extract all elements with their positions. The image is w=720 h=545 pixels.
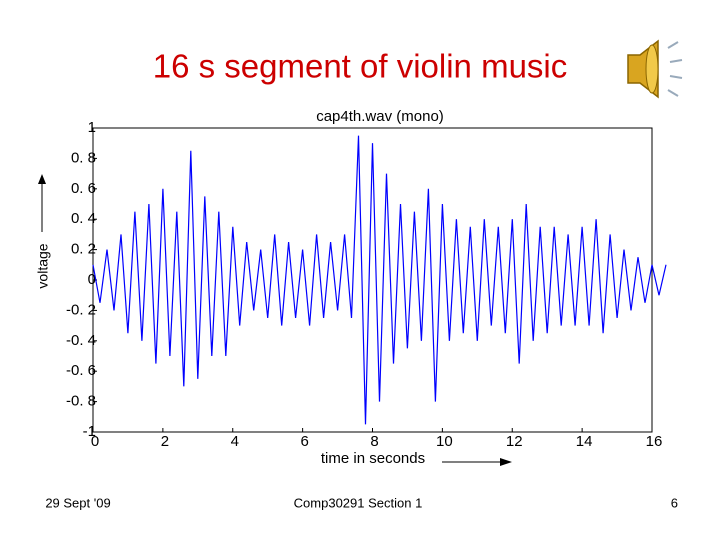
y-tick-label: 0. 6 (71, 180, 96, 197)
x-tick-label: 12 (506, 433, 523, 450)
x-tick-label: 10 (436, 433, 453, 450)
y-tick-label: 0. 8 (71, 149, 96, 166)
x-label-group: time in seconds (321, 450, 512, 467)
y-tick-label: -1 (83, 423, 96, 440)
footer-course: Comp30291 Section 1 (294, 495, 423, 510)
x-tick-label: 6 (300, 433, 308, 450)
arrowhead (500, 458, 512, 466)
x-tick-label: 2 (161, 433, 169, 450)
y-tick-label: -0. 4 (66, 332, 96, 349)
x-tick-label: 0 (91, 433, 99, 450)
page-number: 6 (671, 495, 678, 510)
x-tick-label: 4 (231, 433, 239, 450)
x-tick-label: 14 (576, 433, 593, 450)
y-tick-label: 0. 4 (71, 210, 96, 227)
y-tick-label: -0. 2 (66, 301, 96, 318)
y-tick-label: -0. 8 (66, 393, 96, 410)
x-tick-label: 16 (646, 433, 663, 450)
slide-title: 16 s segment of violin music (153, 48, 568, 85)
y-tick-label: -0. 6 (66, 362, 96, 379)
speaker-icon (627, 39, 683, 99)
y-label-group: voltage (35, 174, 51, 289)
waveform (92, 135, 667, 425)
y-tick-label: 0 (88, 271, 96, 288)
y-axis-label: voltage (35, 243, 51, 288)
y-tick-label: 0. 2 (71, 241, 96, 258)
arrowhead (38, 174, 46, 184)
y-tick-label: 1 (88, 119, 96, 136)
footer-date: 29 Sept '09 (45, 495, 110, 510)
chart-title: cap4th.wav (mono) (316, 108, 444, 125)
x-axis-label: time in seconds (321, 450, 425, 467)
x-tick-label: 8 (370, 433, 378, 450)
